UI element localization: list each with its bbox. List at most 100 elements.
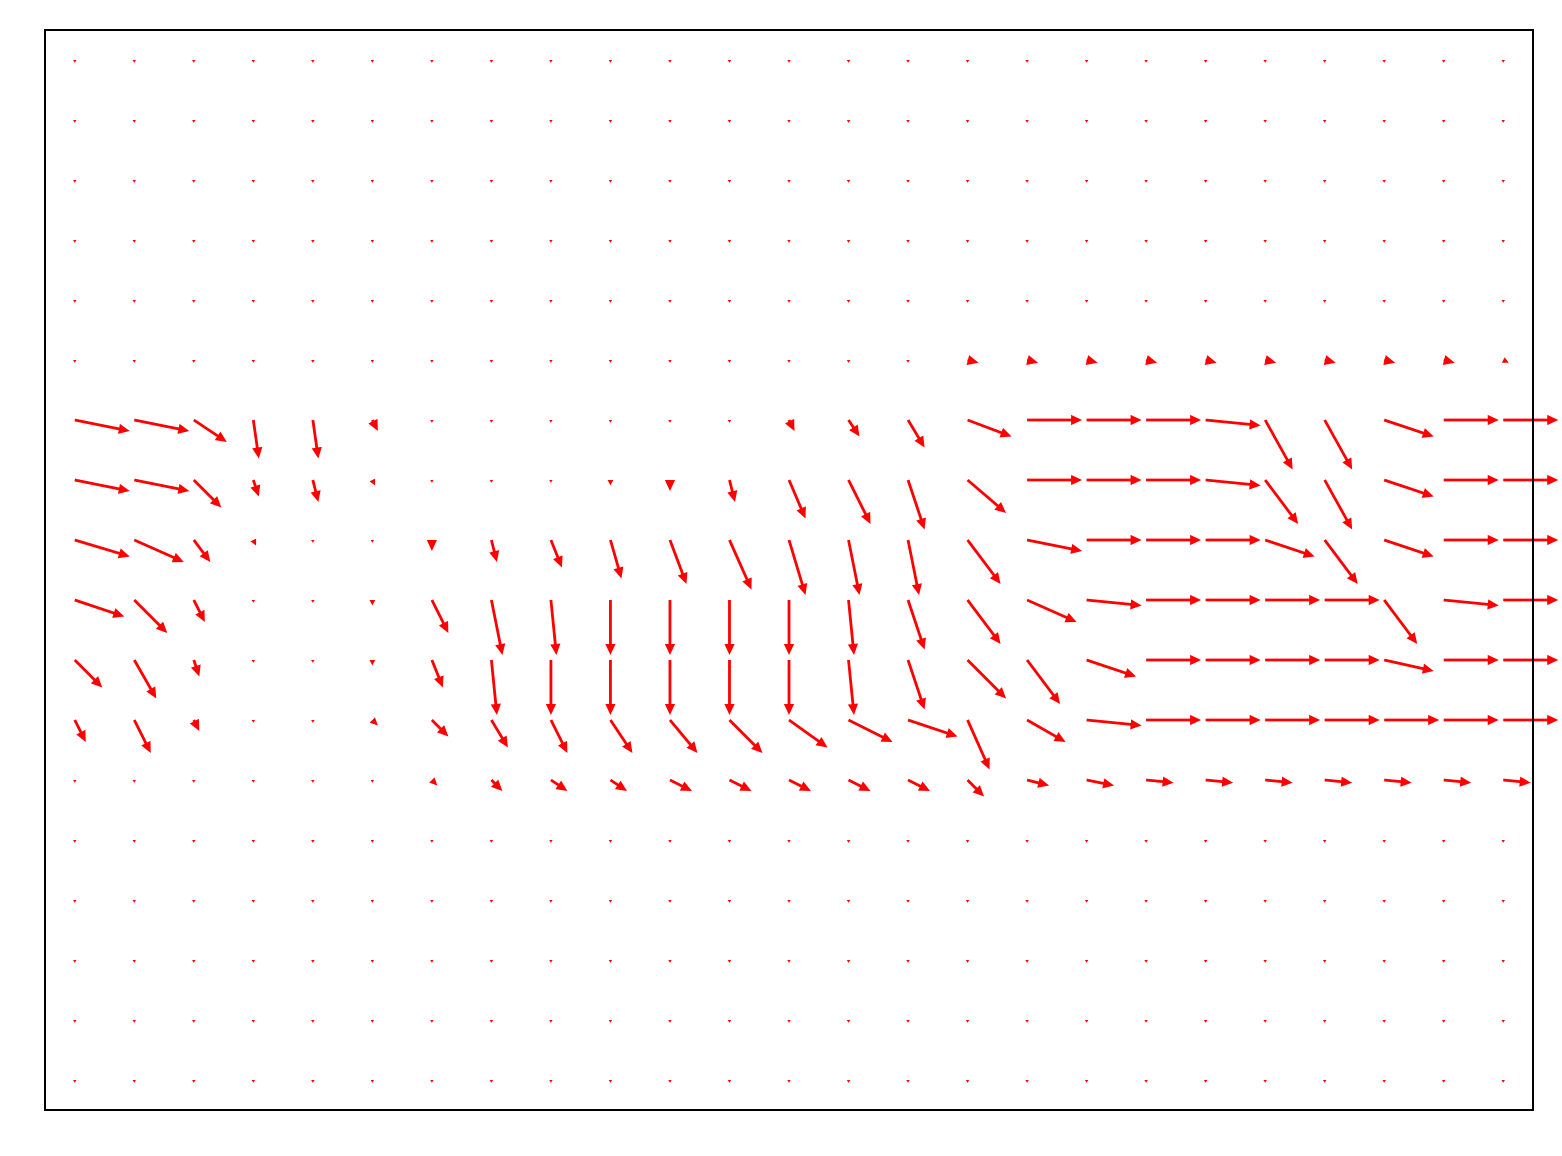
- arrow: [727, 840, 732, 843]
- arrow: [965, 120, 970, 123]
- arrow: [664, 600, 676, 655]
- arrow: [430, 1020, 434, 1023]
- arrow: [1263, 120, 1267, 123]
- arrow: [1027, 474, 1083, 486]
- arrow: [311, 180, 315, 183]
- arrow: [847, 479, 871, 524]
- arrow: [1086, 598, 1142, 610]
- arrow: [906, 60, 910, 63]
- arrow: [906, 659, 926, 710]
- arrow: [906, 1020, 910, 1023]
- arrow: [489, 900, 494, 903]
- arrow: [1263, 60, 1267, 63]
- arrow: [134, 478, 190, 494]
- arrow: [727, 900, 732, 903]
- arrow: [906, 479, 926, 530]
- arrow: [1442, 180, 1446, 183]
- arrow: [966, 539, 1001, 584]
- arrow: [251, 900, 256, 903]
- arrow: [132, 1020, 136, 1023]
- arrow: [1025, 659, 1061, 704]
- arrow: [1025, 120, 1029, 123]
- arrow: [549, 180, 553, 183]
- arrow: [847, 778, 871, 791]
- arrow: [1144, 120, 1148, 123]
- arrow: [549, 1020, 553, 1023]
- arrow: [846, 60, 851, 63]
- arrow: [608, 60, 613, 63]
- arrow: [907, 718, 958, 738]
- arrow: [847, 539, 863, 595]
- arrow: [906, 599, 926, 650]
- arrow: [1263, 300, 1267, 303]
- arrow: [251, 120, 256, 123]
- arrows: [73, 60, 1559, 1083]
- arrow: [132, 60, 136, 63]
- arrow: [489, 120, 494, 123]
- arrow: [490, 719, 508, 748]
- arrow: [668, 1080, 672, 1083]
- arrow: [251, 1080, 256, 1083]
- arrow: [847, 659, 858, 715]
- arrow: [1086, 718, 1142, 730]
- arrow: [1322, 840, 1327, 843]
- arrow: [192, 180, 196, 183]
- arrow: [1324, 714, 1380, 726]
- arrow: [1084, 300, 1089, 303]
- arrow: [668, 180, 672, 183]
- arrow: [73, 1020, 77, 1023]
- arrow: [1443, 534, 1499, 546]
- arrow: [250, 538, 257, 546]
- arrow: [1205, 776, 1234, 787]
- arrow: [549, 240, 553, 243]
- arrow: [73, 240, 77, 243]
- arrow: [1503, 654, 1559, 666]
- arrow: [906, 120, 910, 123]
- arrow: [1086, 534, 1142, 546]
- arrow: [489, 960, 494, 963]
- arrow: [73, 300, 77, 303]
- arrow: [311, 840, 315, 843]
- arrow: [907, 778, 931, 791]
- arrow: [430, 420, 434, 423]
- arrow: [788, 778, 811, 791]
- arrow: [1324, 594, 1380, 606]
- arrow: [1322, 1020, 1327, 1023]
- arrow: [1203, 960, 1208, 963]
- arrow: [370, 840, 375, 843]
- arrow: [1084, 1020, 1089, 1023]
- arrow: [668, 900, 672, 903]
- arrow: [727, 120, 732, 123]
- arrow: [727, 60, 732, 63]
- arrow: [489, 180, 494, 183]
- arrow: [192, 360, 196, 363]
- arrow: [1382, 1080, 1386, 1083]
- arrow: [668, 360, 672, 363]
- arrow: [74, 598, 125, 618]
- arrow: [489, 1020, 494, 1023]
- arrow: [251, 840, 256, 843]
- arrow: [668, 300, 672, 303]
- arrow: [727, 300, 732, 303]
- arrow: [549, 60, 553, 63]
- arrow: [549, 900, 553, 903]
- arrow: [132, 900, 136, 903]
- arrow: [1322, 900, 1327, 903]
- arrow: [846, 840, 851, 843]
- arrow: [1205, 594, 1261, 606]
- arrow: [550, 778, 568, 791]
- arrow: [728, 539, 752, 590]
- arrow: [608, 300, 613, 303]
- arrow: [311, 300, 315, 303]
- arrow: [370, 120, 375, 123]
- arrow: [608, 1020, 613, 1023]
- arrow: [668, 420, 672, 423]
- arrow: [430, 240, 434, 243]
- arrow: [1501, 1020, 1505, 1023]
- arrow: [668, 1020, 672, 1023]
- arrow: [132, 360, 136, 363]
- arrow: [787, 1080, 791, 1083]
- arrow: [787, 960, 791, 963]
- arrow: [1203, 1020, 1208, 1023]
- arrow: [787, 360, 791, 363]
